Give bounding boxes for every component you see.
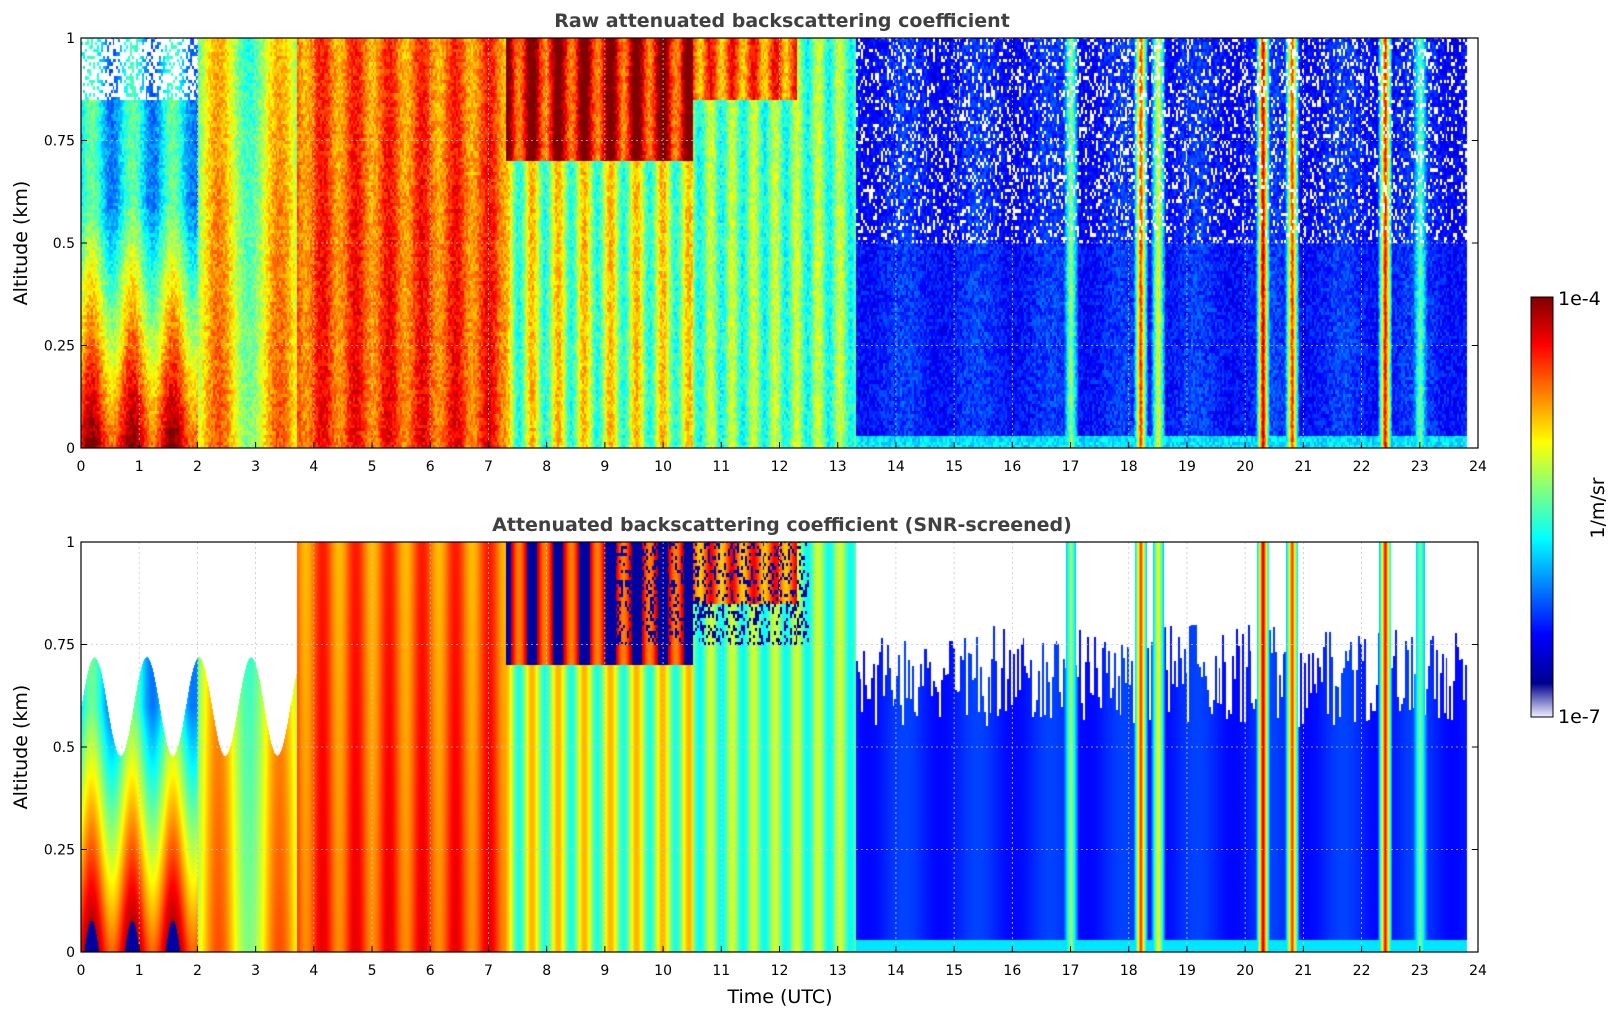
x-tick-label: 8: [542, 963, 551, 979]
x-tick-label: 12: [771, 459, 789, 475]
panel2-title: Attenuated backscattering coefficient (S…: [492, 514, 1072, 536]
panel2-x-ticks: 0 1 2 3 4 5 6 7 8 9 10 11 12 13 14 15 16 17 18 19 20 21 22 23 24: [77, 946, 1487, 979]
x-tick-label: 18: [1120, 459, 1138, 475]
y-tick-label: 0.75: [44, 638, 75, 654]
x-tick-label: 20: [1236, 963, 1254, 979]
x-tick-label: 0: [77, 459, 86, 475]
x-tick-label: 7: [484, 963, 493, 979]
x-tick-label: 3: [251, 459, 260, 475]
y-tick-label: 0.5: [53, 236, 75, 252]
x-tick-label: 0: [77, 963, 86, 979]
x-tick-label: 7: [484, 459, 493, 475]
x-tick-label: 10: [654, 963, 672, 979]
x-tick-label: 8: [542, 459, 551, 475]
x-tick-label: 6: [426, 459, 435, 475]
y-tick-label: 0.25: [44, 339, 75, 355]
x-tick-label: 12: [771, 963, 789, 979]
y-tick-label: 1: [66, 31, 75, 47]
raw-backscatter-panel: Raw attenuated backscattering coefficien…: [10, 10, 1487, 475]
panel2-y-ticks: 0 0.25 0.5 0.75 1: [44, 535, 1478, 961]
colorbar-bar: [1530, 296, 1554, 718]
x-tick-label: 21: [1294, 459, 1312, 475]
x-tick-label: 23: [1411, 963, 1429, 979]
x-tick-label: 10: [654, 459, 672, 475]
x-tick-label: 21: [1294, 963, 1312, 979]
x-tick-label: 16: [1003, 963, 1021, 979]
y-tick-label: 0.5: [53, 740, 75, 756]
y-tick-label: 1: [66, 535, 75, 551]
x-tick-label: 22: [1353, 963, 1371, 979]
x-tick-label: 24: [1469, 459, 1487, 475]
x-tick-label: 11: [712, 963, 730, 979]
panel1-ylabel: Altitude (km): [10, 181, 32, 306]
x-tick-label: 2: [193, 963, 202, 979]
x-tick-label: 24: [1469, 963, 1487, 979]
y-tick-label: 0: [66, 945, 75, 961]
x-tick-label: 14: [887, 963, 905, 979]
panel2-xlabel: Time (UTC): [726, 986, 832, 1008]
x-tick-label: 16: [1003, 459, 1021, 475]
x-tick-label: 17: [1062, 963, 1080, 979]
x-tick-label: 14: [887, 459, 905, 475]
x-tick-label: 17: [1062, 459, 1080, 475]
x-tick-label: 1: [135, 963, 144, 979]
x-tick-label: 19: [1178, 459, 1196, 475]
y-tick-label: 0: [66, 441, 75, 457]
panel1-y-ticks: 0 0.25 0.5 0.75 1: [44, 31, 1478, 457]
x-tick-label: 18: [1120, 963, 1138, 979]
x-tick-label: 4: [309, 459, 318, 475]
x-tick-label: 5: [368, 459, 377, 475]
x-tick-label: 6: [426, 963, 435, 979]
colorbar-max-label: 1e-4: [1558, 288, 1601, 310]
panel2-grid: [81, 542, 1478, 952]
x-tick-label: 23: [1411, 459, 1429, 475]
y-tick-label: 0.25: [44, 843, 75, 859]
x-tick-label: 15: [945, 963, 963, 979]
x-tick-label: 11: [712, 459, 730, 475]
colorbar-min-label: 1e-7: [1558, 706, 1601, 728]
x-tick-label: 13: [829, 459, 847, 475]
screened-backscatter-panel: Attenuated backscattering coefficient (S…: [10, 514, 1487, 1008]
colorbar: 1e-4 1e-7 1/m/sr: [1530, 288, 1609, 728]
x-tick-label: 15: [945, 459, 963, 475]
x-tick-label: 9: [600, 459, 609, 475]
x-tick-label: 1: [135, 459, 144, 475]
panel1-title: Raw attenuated backscattering coefficien…: [554, 10, 1010, 32]
y-tick-label: 0.75: [44, 134, 75, 150]
x-tick-label: 3: [251, 963, 260, 979]
x-tick-label: 19: [1178, 963, 1196, 979]
x-tick-label: 22: [1353, 459, 1371, 475]
x-tick-label: 9: [600, 963, 609, 979]
x-tick-label: 5: [368, 963, 377, 979]
x-tick-label: 2: [193, 459, 202, 475]
panel1-x-ticks: 0 1 2 3 4 5 6 7 8 9 10 11 12 13 14 15 16 17 18 19 20 21 22 23 24: [77, 442, 1487, 475]
panel1-grid: [81, 38, 1478, 448]
panel2-ylabel: Altitude (km): [10, 685, 32, 810]
colorbar-label: 1/m/sr: [1587, 477, 1609, 538]
x-tick-label: 20: [1236, 459, 1254, 475]
x-tick-label: 4: [309, 963, 318, 979]
x-tick-label: 13: [829, 963, 847, 979]
